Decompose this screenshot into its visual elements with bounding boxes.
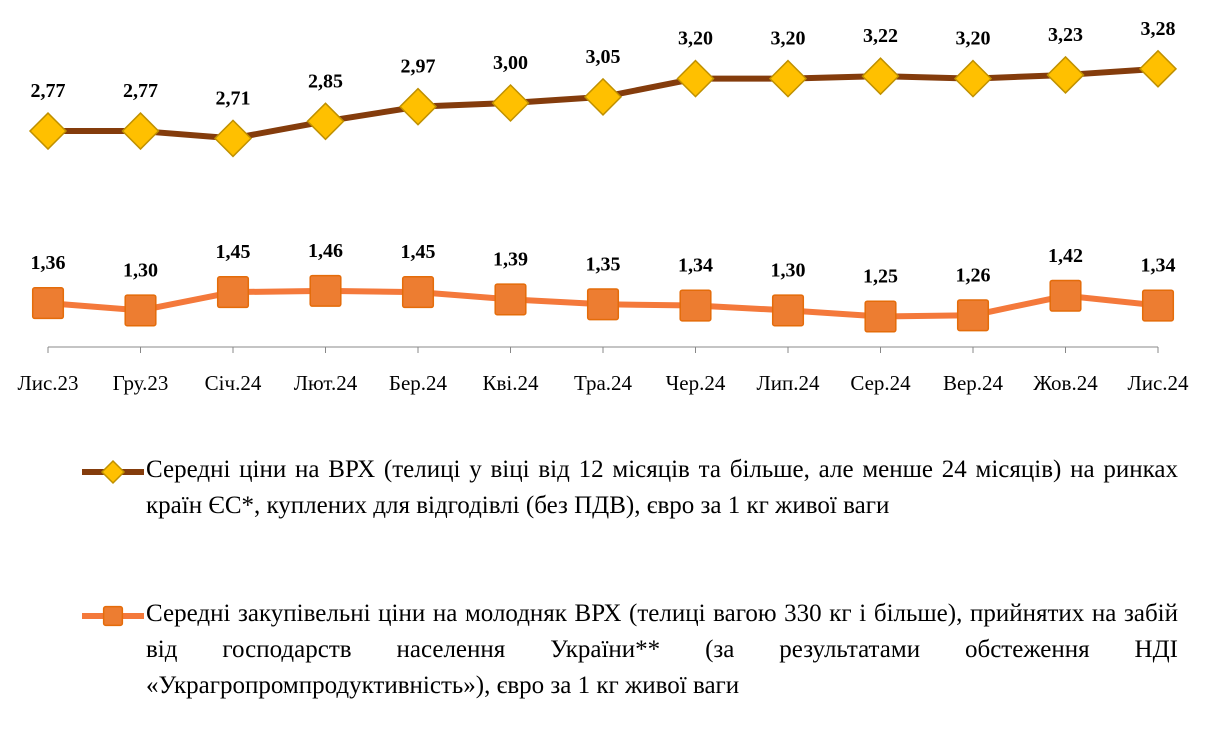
data-label: 3,20	[678, 28, 713, 50]
marker	[102, 605, 124, 627]
marker	[494, 283, 527, 316]
x-tick-label: Тра.24	[574, 371, 633, 395]
data-label: 1,39	[493, 248, 528, 270]
marker	[121, 111, 160, 151]
x-tick-label: Гру.23	[113, 371, 169, 395]
data-label: 1,30	[771, 259, 806, 281]
data-label: 1,36	[31, 252, 66, 274]
data-label: 2,85	[308, 70, 343, 92]
data-label: 1,35	[586, 253, 621, 275]
legend-marker	[82, 605, 144, 627]
data-label: 1,45	[401, 241, 436, 263]
data-label: 2,77	[123, 80, 158, 102]
marker	[398, 87, 438, 126]
data-label: 1,34	[1141, 255, 1176, 277]
data-label: 1,45	[216, 241, 251, 263]
marker	[768, 59, 808, 98]
plot: Лис.23 Гру.23 Січ.24 Лют.24 Бер.24 Кві.24 Тра.…	[17, 18, 1189, 395]
data-label: 1,34	[678, 255, 713, 277]
marker	[1141, 289, 1175, 322]
marker	[676, 59, 715, 98]
marker	[401, 276, 435, 309]
data-label: 2,97	[401, 56, 436, 78]
data-label: 3,22	[863, 25, 898, 47]
x-tick-label: Кві.24	[482, 371, 539, 395]
marker	[306, 102, 345, 141]
legend-label: Середні закупівельні ціни на молодняк ВР…	[146, 600, 1178, 699]
marker	[100, 459, 126, 485]
marker	[1046, 55, 1085, 95]
marker	[31, 287, 65, 320]
marker	[213, 119, 253, 158]
marker	[1049, 279, 1082, 312]
marker	[1138, 49, 1178, 88]
data-label: 2,71	[216, 87, 251, 109]
x-tick-label: Лип.24	[757, 371, 820, 395]
marker	[679, 289, 712, 322]
x-tick-label: Чер.24	[666, 371, 726, 395]
x-tick-label: Жов.24	[1033, 371, 1098, 395]
marker	[491, 83, 530, 123]
x-tick-label: Лис.23	[17, 371, 78, 395]
marker	[586, 288, 620, 321]
data-label: 3,00	[493, 52, 528, 74]
data-label: 1,46	[308, 240, 343, 262]
marker	[861, 57, 900, 96]
marker	[309, 274, 342, 307]
data-label: 3,28	[1141, 18, 1176, 40]
x-tick-label: Лют.24	[294, 371, 358, 395]
data-label: 1,26	[956, 264, 991, 286]
marker	[124, 294, 157, 327]
data-label: 3,23	[1048, 24, 1083, 46]
marker	[864, 300, 897, 333]
marker	[28, 111, 68, 151]
data-label: 1,42	[1048, 245, 1083, 267]
data-label: 3,20	[771, 28, 806, 50]
legend-label: Середні ціни на ВРХ (телиці у віці від 1…	[146, 456, 1178, 519]
marker	[216, 276, 250, 309]
data-label: 3,05	[586, 46, 621, 68]
x-tick-label: Січ.24	[205, 371, 262, 395]
legend-item: Середні ціни на ВРХ (телиці у віці від 1…	[78, 452, 1178, 524]
legend-item: Середні закупівельні ціни на молодняк ВР…	[78, 596, 1178, 704]
marker	[953, 59, 993, 98]
marker	[771, 294, 805, 327]
data-label: 2,77	[31, 80, 66, 102]
data-label: 3,20	[956, 28, 991, 50]
legend-marker	[82, 459, 144, 485]
marker	[583, 77, 623, 116]
data-label: 1,30	[123, 259, 158, 281]
x-tick-label: Сер.24	[850, 371, 911, 395]
x-tick-label: Вер.24	[943, 371, 1004, 395]
x-tick-label: Бер.24	[389, 371, 448, 395]
x-tick-label: Лис.24	[1127, 371, 1189, 395]
marker	[956, 299, 990, 332]
data-label: 1,25	[863, 266, 898, 288]
